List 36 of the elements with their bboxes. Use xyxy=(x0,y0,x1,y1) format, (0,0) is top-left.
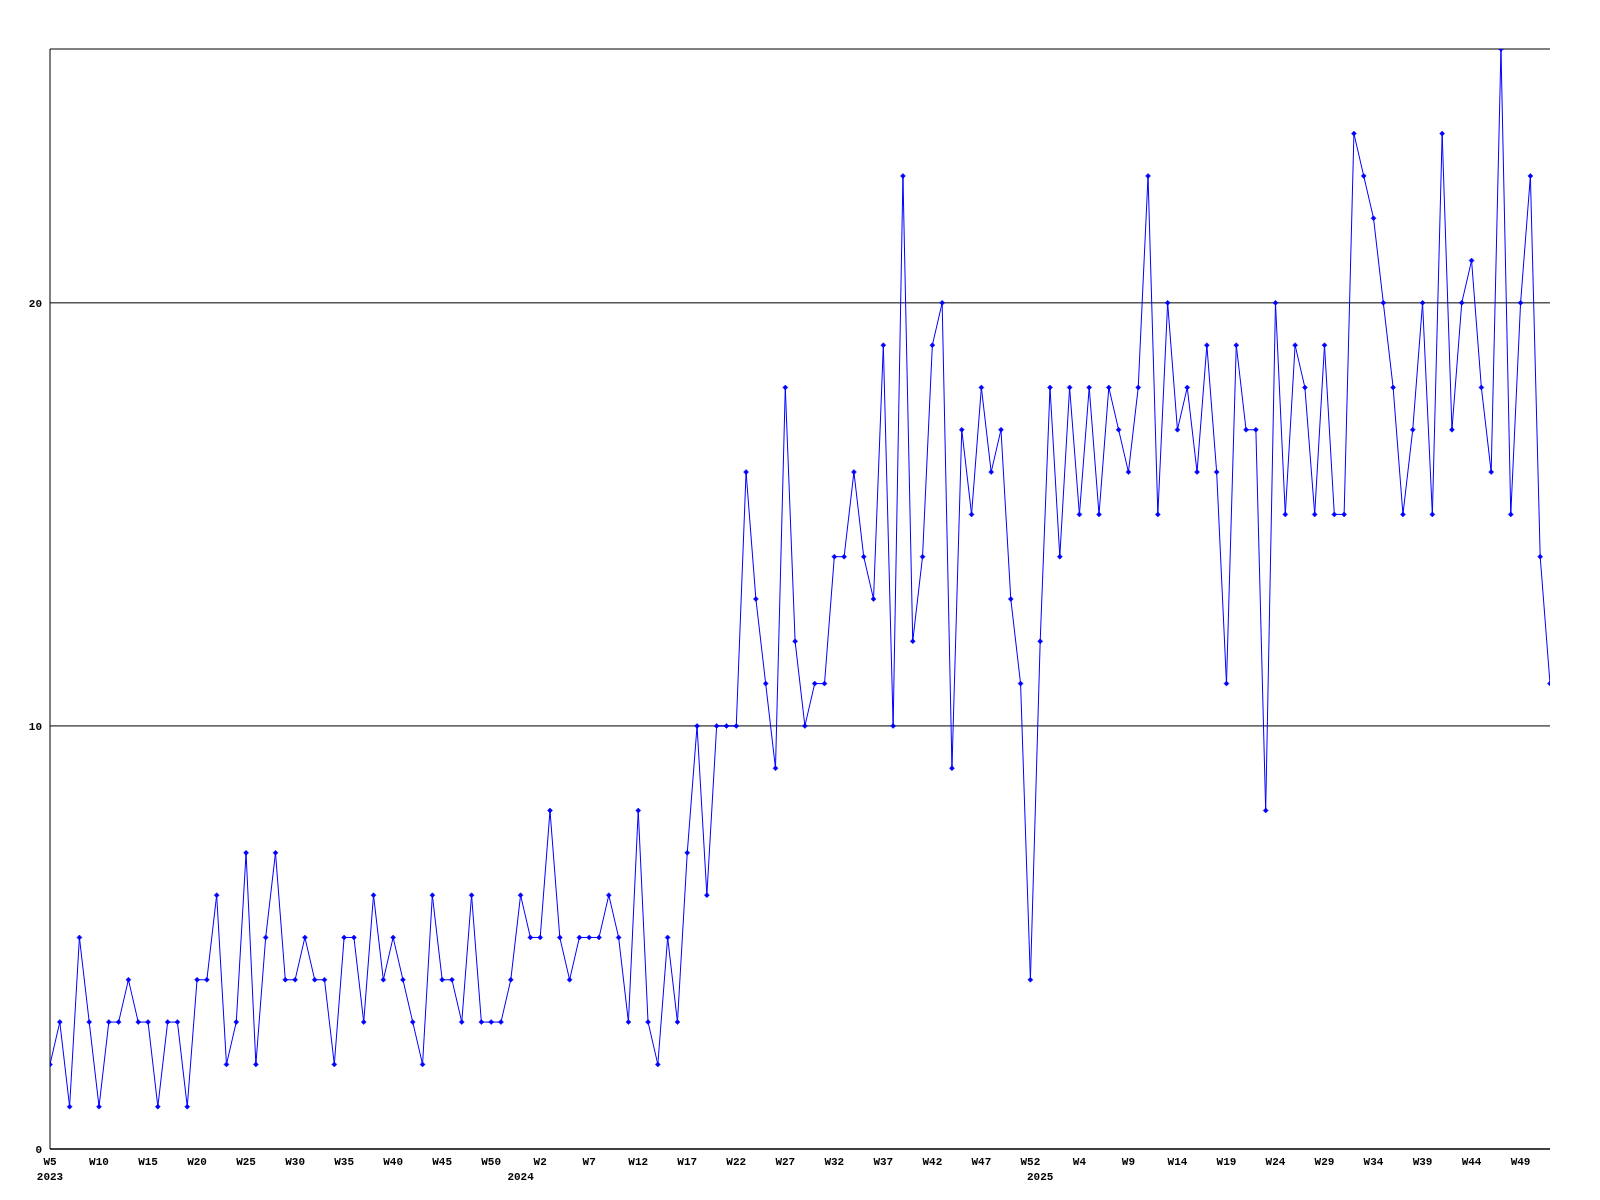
x-tick-label: W35 xyxy=(334,1156,355,1168)
x-tick-label: W44 xyxy=(1461,1156,1482,1168)
x-tick-label: W25 xyxy=(236,1156,257,1168)
x-tick-label: W34 xyxy=(1363,1156,1384,1168)
x-tick-label: W19 xyxy=(1216,1156,1237,1168)
x-tick-label: W37 xyxy=(873,1156,894,1168)
x-tick-label: W4 xyxy=(1072,1156,1087,1168)
y-tick-label: 10 xyxy=(28,720,42,733)
x-tick-label: W22 xyxy=(726,1156,747,1168)
x-tick-label: W17 xyxy=(677,1156,698,1168)
x-tick-label: W39 xyxy=(1412,1156,1433,1168)
x-tick-label: W27 xyxy=(775,1156,796,1168)
x-tick-label: W2 xyxy=(533,1156,547,1168)
x-tick-label: W7 xyxy=(582,1156,596,1168)
y-tick-label: 0 xyxy=(35,1143,42,1156)
x-tick-label: W40 xyxy=(383,1156,404,1168)
x-tick-label: W30 xyxy=(285,1156,305,1168)
x-tick-label: W24 xyxy=(1265,1156,1286,1168)
x-tick-label: W10 xyxy=(89,1156,109,1168)
x-tick-label: 2025 xyxy=(1026,1171,1054,1183)
x-tick-label: W49 xyxy=(1510,1156,1531,1168)
x-tick-label: 2024 xyxy=(507,1171,535,1183)
x-tick-label: W5 2023 xyxy=(36,1156,64,1183)
x-tick-label: W52 xyxy=(1020,1156,1041,1168)
x-tick-label: W42 xyxy=(922,1156,943,1168)
x-tick-label: W50 xyxy=(481,1156,502,1168)
x-tick-label: W14 xyxy=(1167,1156,1188,1168)
x-tick-label: W32 xyxy=(824,1156,845,1168)
x-tick-label: W45 xyxy=(432,1156,453,1168)
x-tick-label: W20 xyxy=(187,1156,207,1168)
x-tick-label: W15 xyxy=(138,1156,159,1168)
x-tick-label: W29 xyxy=(1314,1156,1335,1168)
y-tick-label: 20 xyxy=(28,297,42,310)
x-tick-label: W47 xyxy=(971,1156,992,1168)
x-tick-label: W9 xyxy=(1121,1156,1136,1168)
x-tick-label: W12 xyxy=(628,1156,649,1168)
